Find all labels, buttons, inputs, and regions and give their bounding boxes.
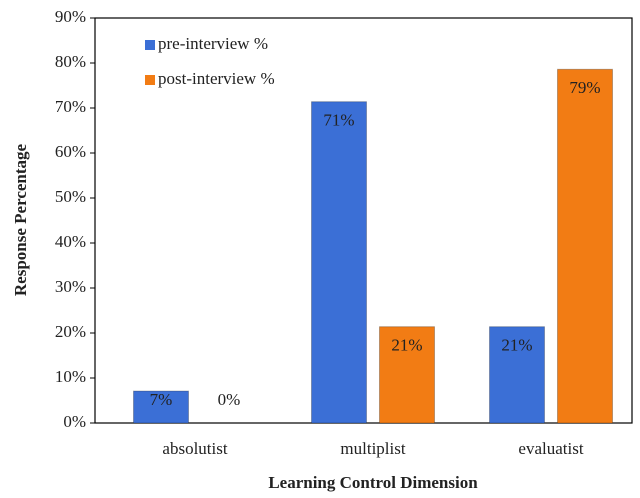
bar <box>489 326 545 424</box>
legend-label: post-interview % <box>158 69 275 88</box>
y-tick-label: 70% <box>55 97 86 116</box>
legend-swatch <box>145 75 155 85</box>
y-tick-label: 10% <box>55 367 86 386</box>
y-tick-label: 0% <box>63 412 86 431</box>
bar <box>379 326 435 424</box>
y-tick-label: 30% <box>55 277 86 296</box>
y-tick-label: 80% <box>55 52 86 71</box>
y-tick-label: 40% <box>55 232 86 251</box>
value-label: 7% <box>150 390 173 409</box>
value-label: 79% <box>569 78 600 97</box>
bar <box>311 101 367 424</box>
legend-label: pre-interview % <box>158 34 268 53</box>
value-label: 71% <box>323 111 354 130</box>
x-tick-label: evaluatist <box>518 439 583 458</box>
bar <box>133 390 189 424</box>
y-tick-label: 90% <box>55 7 86 26</box>
y-tick-label: 50% <box>55 187 86 206</box>
value-label: 0% <box>218 390 241 409</box>
x-tick-label: absolutist <box>162 439 227 458</box>
y-tick-label: 20% <box>55 322 86 341</box>
bar <box>557 68 613 424</box>
value-label: 21% <box>391 336 422 355</box>
value-label: 21% <box>501 336 532 355</box>
x-tick-label: multiplist <box>340 439 405 458</box>
y-axis-title: Response Percentage <box>11 143 30 296</box>
legend-swatch <box>145 40 155 50</box>
x-axis-title: Learning Control Dimension <box>268 473 478 492</box>
y-tick-label: 60% <box>55 142 86 161</box>
